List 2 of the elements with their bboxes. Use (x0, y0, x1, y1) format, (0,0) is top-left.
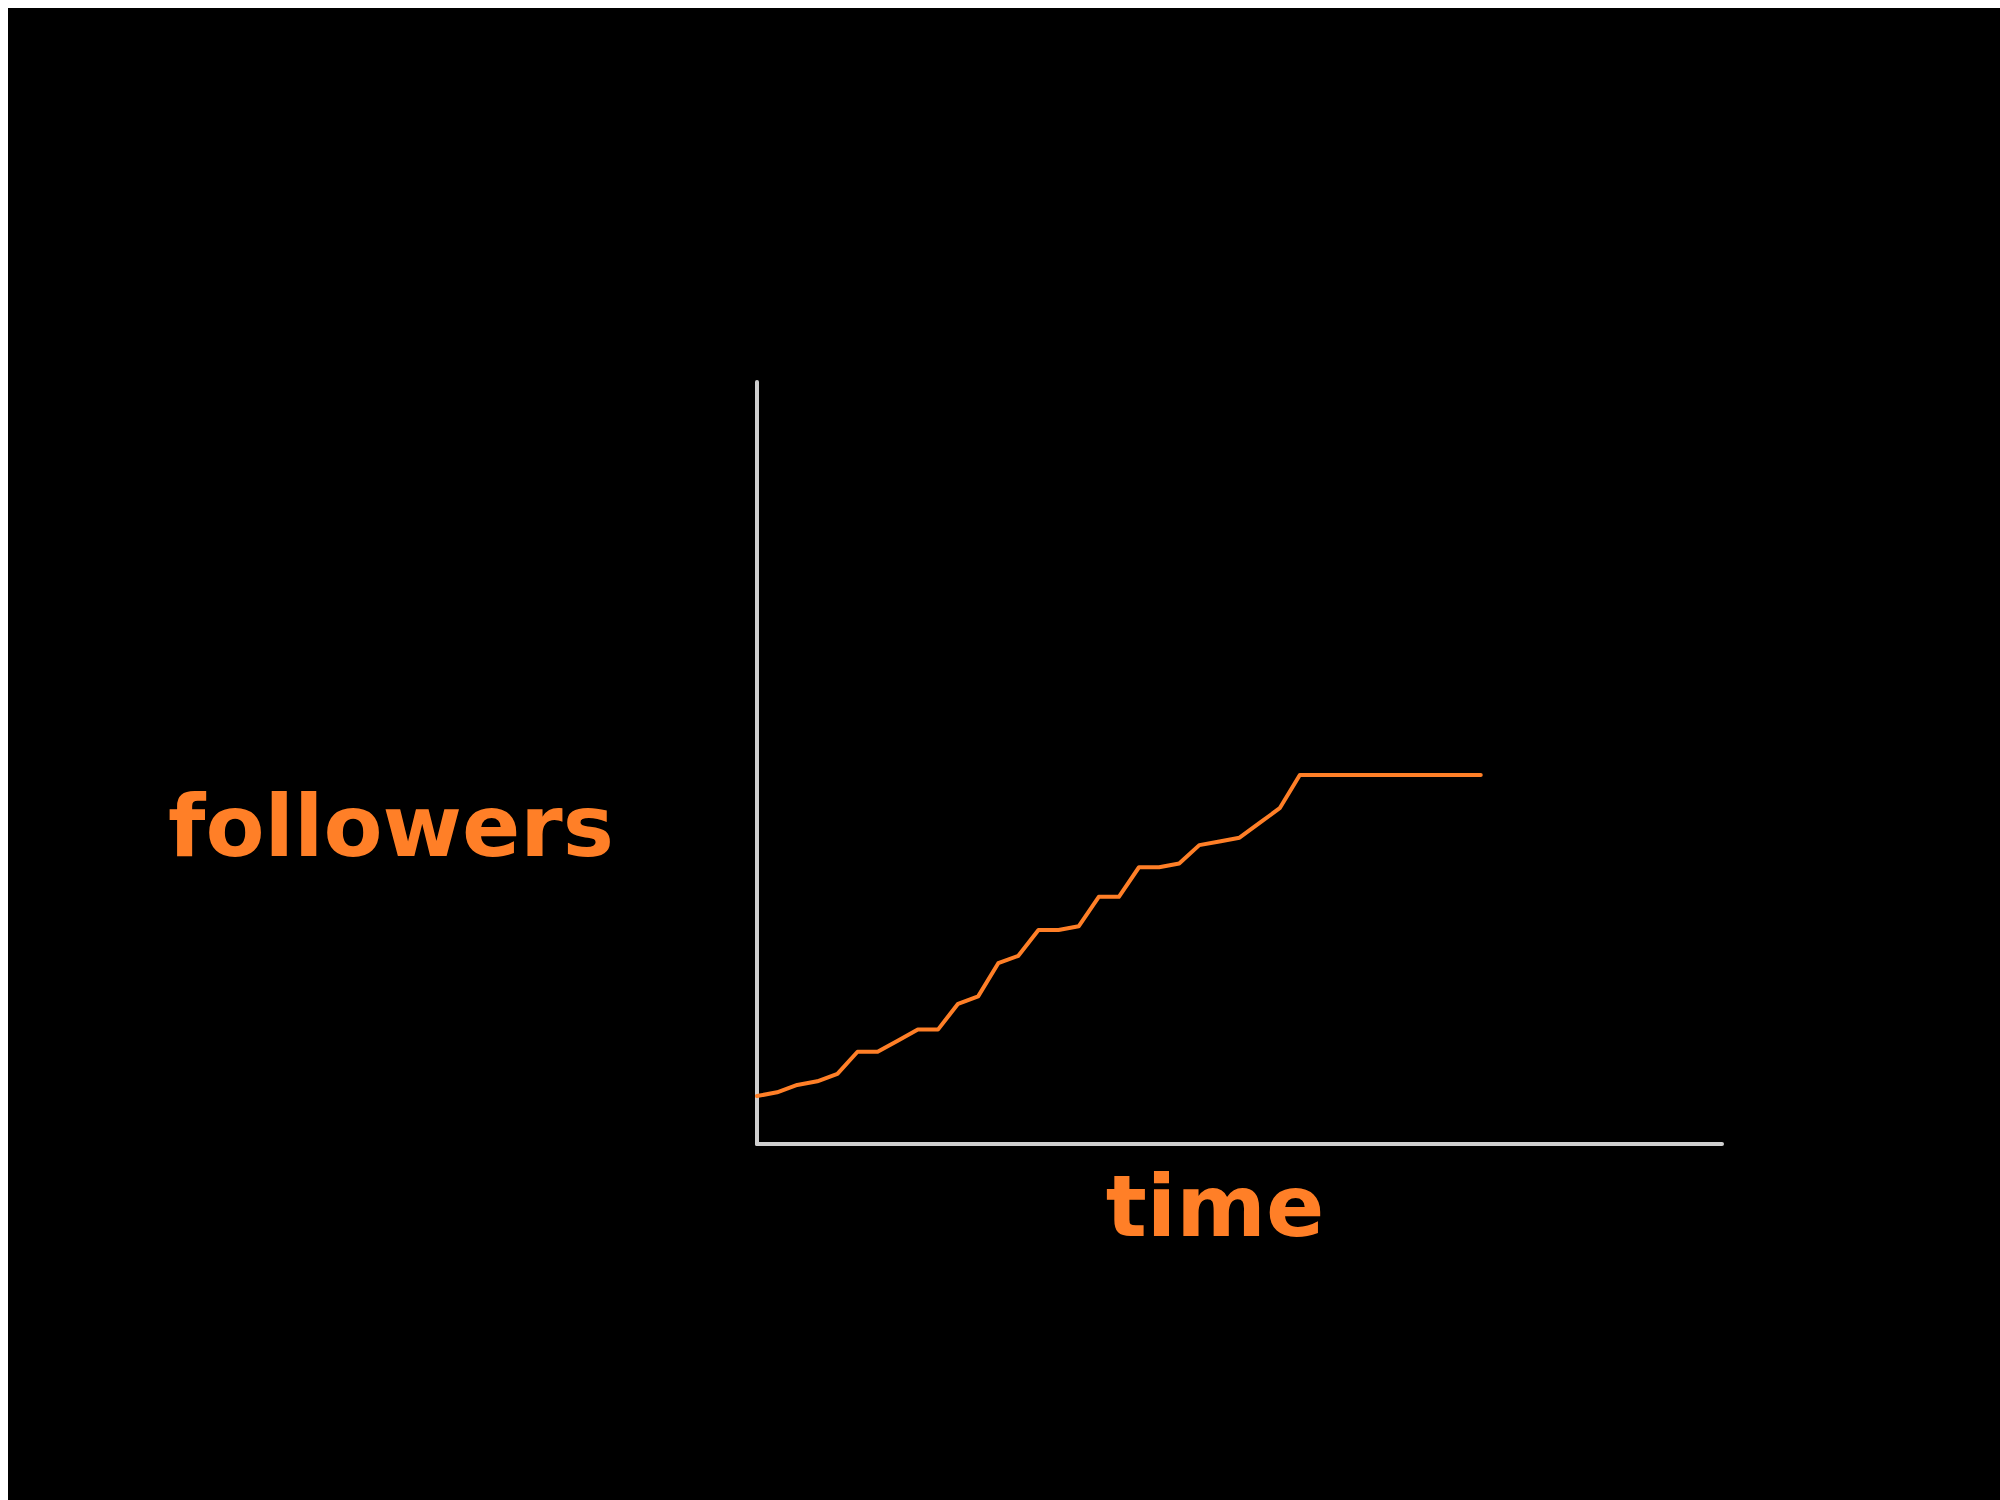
x-axis-title: time (1105, 1156, 1325, 1256)
y-axis-title: followers (168, 776, 614, 876)
